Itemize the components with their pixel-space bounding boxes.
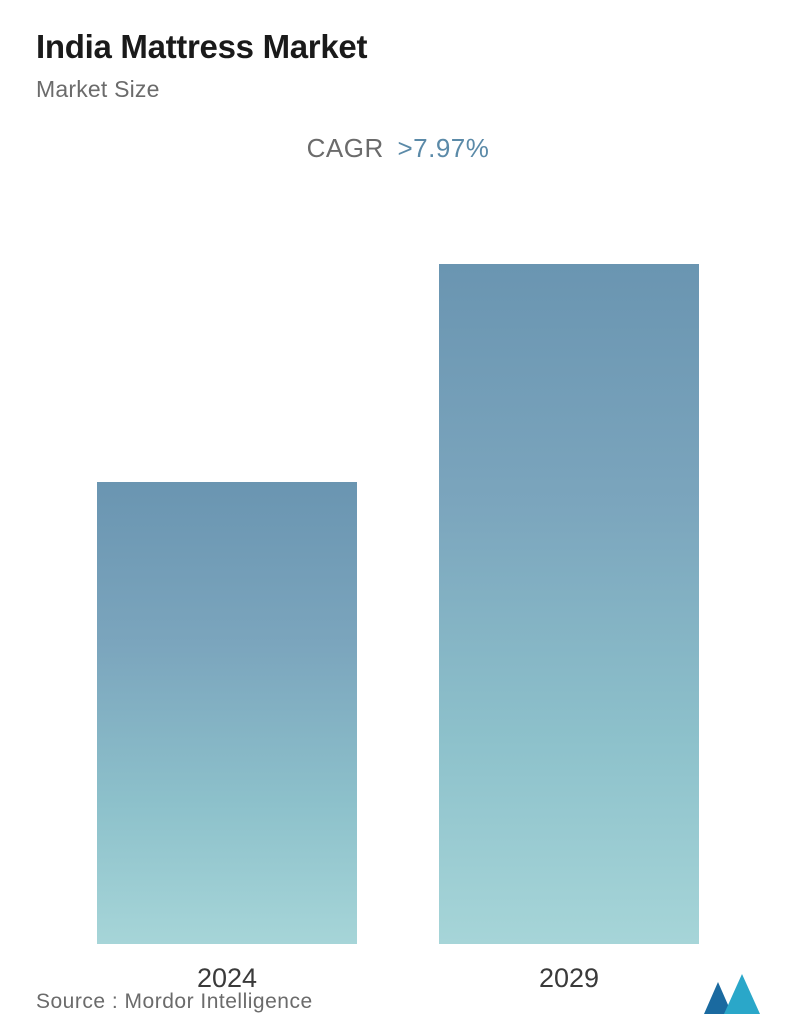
bar-2024-wrap: 2024	[97, 482, 357, 944]
mordor-logo-icon	[704, 974, 760, 1014]
cagr-label: CAGR	[307, 133, 384, 163]
cagr-row: CAGR >7.97%	[36, 133, 760, 164]
cagr-value: 7.97%	[413, 133, 489, 163]
cagr-gt-symbol: >	[397, 133, 413, 163]
logo-right-triangle	[724, 974, 760, 1014]
page-title: India Mattress Market	[36, 28, 760, 66]
footer: Source : Mordor Intelligence	[36, 974, 760, 1014]
page-subtitle: Market Size	[36, 76, 760, 103]
chart-area: 2024 2029	[36, 184, 760, 1034]
bar-group: 2024 2029	[36, 264, 760, 944]
bar-2029-wrap: 2029	[439, 264, 699, 944]
source-text: Source : Mordor Intelligence	[36, 990, 313, 1014]
bar-2024	[97, 482, 357, 944]
bar-2029	[439, 264, 699, 944]
